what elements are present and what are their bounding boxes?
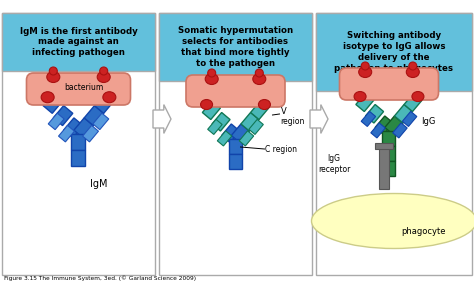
Ellipse shape	[47, 71, 60, 82]
FancyBboxPatch shape	[339, 68, 438, 100]
Polygon shape	[249, 119, 264, 134]
Ellipse shape	[208, 69, 216, 77]
Polygon shape	[371, 123, 385, 138]
Ellipse shape	[201, 99, 212, 110]
Polygon shape	[394, 105, 412, 123]
Text: bacterium: bacterium	[64, 82, 103, 92]
Ellipse shape	[406, 66, 419, 77]
Polygon shape	[72, 134, 85, 150]
Bar	[2, 13, 155, 71]
Polygon shape	[48, 113, 64, 130]
Ellipse shape	[255, 69, 263, 77]
Ellipse shape	[41, 92, 54, 103]
Polygon shape	[153, 105, 171, 134]
Polygon shape	[365, 105, 383, 123]
Polygon shape	[202, 101, 220, 120]
Polygon shape	[383, 131, 395, 146]
Polygon shape	[402, 111, 417, 127]
Polygon shape	[375, 116, 393, 135]
Polygon shape	[385, 116, 403, 135]
Ellipse shape	[258, 99, 271, 110]
Polygon shape	[72, 150, 85, 166]
Text: region: region	[281, 116, 305, 125]
Polygon shape	[251, 101, 269, 120]
Text: Somatic hypermutation
selects for antibodies
that bind more tightly
to the patho: Somatic hypermutation selects for antibo…	[178, 26, 293, 68]
Bar	[316, 13, 472, 275]
Text: V: V	[281, 107, 286, 116]
Ellipse shape	[311, 194, 474, 249]
Polygon shape	[54, 106, 73, 126]
Polygon shape	[392, 123, 407, 138]
Polygon shape	[356, 93, 374, 112]
Polygon shape	[404, 93, 422, 112]
Polygon shape	[208, 119, 222, 134]
Text: phagocyte: phagocyte	[402, 227, 446, 236]
Text: IgG: IgG	[421, 116, 436, 125]
Text: IgG
receptor: IgG receptor	[318, 154, 350, 174]
Text: IgM: IgM	[90, 179, 107, 189]
Ellipse shape	[49, 67, 57, 75]
Ellipse shape	[205, 73, 218, 84]
Polygon shape	[217, 131, 232, 146]
Ellipse shape	[253, 73, 266, 84]
Text: Switching antibody
isotype to IgG allows
delivery of the
pathogen to phagocytes: Switching antibody isotype to IgG allows…	[335, 32, 454, 73]
Polygon shape	[310, 105, 328, 134]
Polygon shape	[58, 125, 74, 142]
Text: IgM is the first antibody
made against an
infecting pathogen: IgM is the first antibody made against a…	[19, 27, 137, 57]
Ellipse shape	[412, 92, 424, 101]
Ellipse shape	[103, 92, 116, 103]
Polygon shape	[383, 146, 395, 161]
Bar	[159, 13, 312, 275]
Polygon shape	[212, 112, 230, 131]
Polygon shape	[94, 93, 114, 113]
FancyBboxPatch shape	[186, 75, 285, 107]
Polygon shape	[361, 111, 376, 127]
Polygon shape	[222, 124, 240, 142]
Bar	[379, 146, 389, 189]
Polygon shape	[229, 154, 242, 169]
Ellipse shape	[354, 92, 366, 101]
Polygon shape	[64, 118, 83, 138]
Polygon shape	[43, 93, 63, 113]
Polygon shape	[231, 124, 249, 142]
Ellipse shape	[97, 71, 110, 82]
Ellipse shape	[100, 67, 108, 75]
Bar	[316, 13, 472, 91]
Polygon shape	[93, 113, 109, 130]
Ellipse shape	[409, 62, 417, 70]
Polygon shape	[84, 106, 104, 126]
Ellipse shape	[359, 66, 372, 77]
Polygon shape	[229, 139, 242, 154]
Polygon shape	[241, 112, 259, 131]
Ellipse shape	[361, 62, 369, 70]
FancyBboxPatch shape	[27, 73, 130, 105]
Bar	[2, 13, 155, 275]
Polygon shape	[74, 118, 93, 138]
Polygon shape	[239, 131, 254, 146]
Text: Figure 3.15 The Immune System, 3ed. (© Garland Science 2009): Figure 3.15 The Immune System, 3ed. (© G…	[4, 275, 196, 281]
Polygon shape	[82, 125, 99, 142]
Text: C region: C region	[265, 144, 298, 153]
Polygon shape	[383, 161, 395, 176]
Bar	[159, 13, 312, 81]
Bar	[375, 143, 393, 149]
